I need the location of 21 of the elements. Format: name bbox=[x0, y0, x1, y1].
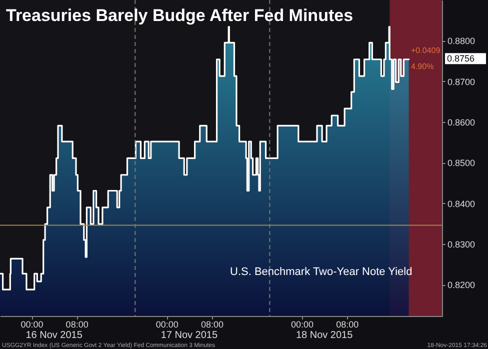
text: 16 Nov 2015 bbox=[26, 330, 83, 341]
y-tick-label: 0.8600 bbox=[448, 118, 476, 128]
x-tick-label: 00:00 bbox=[156, 320, 178, 330]
y-tick-label: 0.8500 bbox=[448, 158, 476, 168]
y-tick-label: 0.8700 bbox=[448, 76, 476, 87]
y-tick-label: 0.8400 bbox=[448, 198, 476, 209]
chart-title: Treasuries Barely Budge After Fed Minutes bbox=[6, 6, 354, 25]
text: 17 Nov 2015 bbox=[160, 330, 218, 341]
x-tick-label: 08:00 bbox=[66, 320, 88, 330]
x-tick-label: 08:00 bbox=[336, 320, 359, 330]
x-tick-label: 00:00 bbox=[20, 320, 44, 330]
text: 18 Nov 2015 bbox=[296, 330, 354, 341]
text: 0.8756 bbox=[447, 54, 475, 64]
x-tick-label: 08:00 bbox=[200, 320, 224, 330]
annotation: U.S. Benchmark Two-Year Note Yield bbox=[230, 266, 412, 278]
x-tick-label: 00:00 bbox=[291, 320, 314, 330]
annotation: 4.90% bbox=[411, 62, 434, 71]
y-tick-label: 0.8300 bbox=[448, 240, 476, 250]
y-tick-label: 0.8800 bbox=[448, 36, 476, 46]
annotation: +0.0409 bbox=[411, 46, 441, 55]
y-tick-label: 0.8200 bbox=[448, 280, 476, 290]
